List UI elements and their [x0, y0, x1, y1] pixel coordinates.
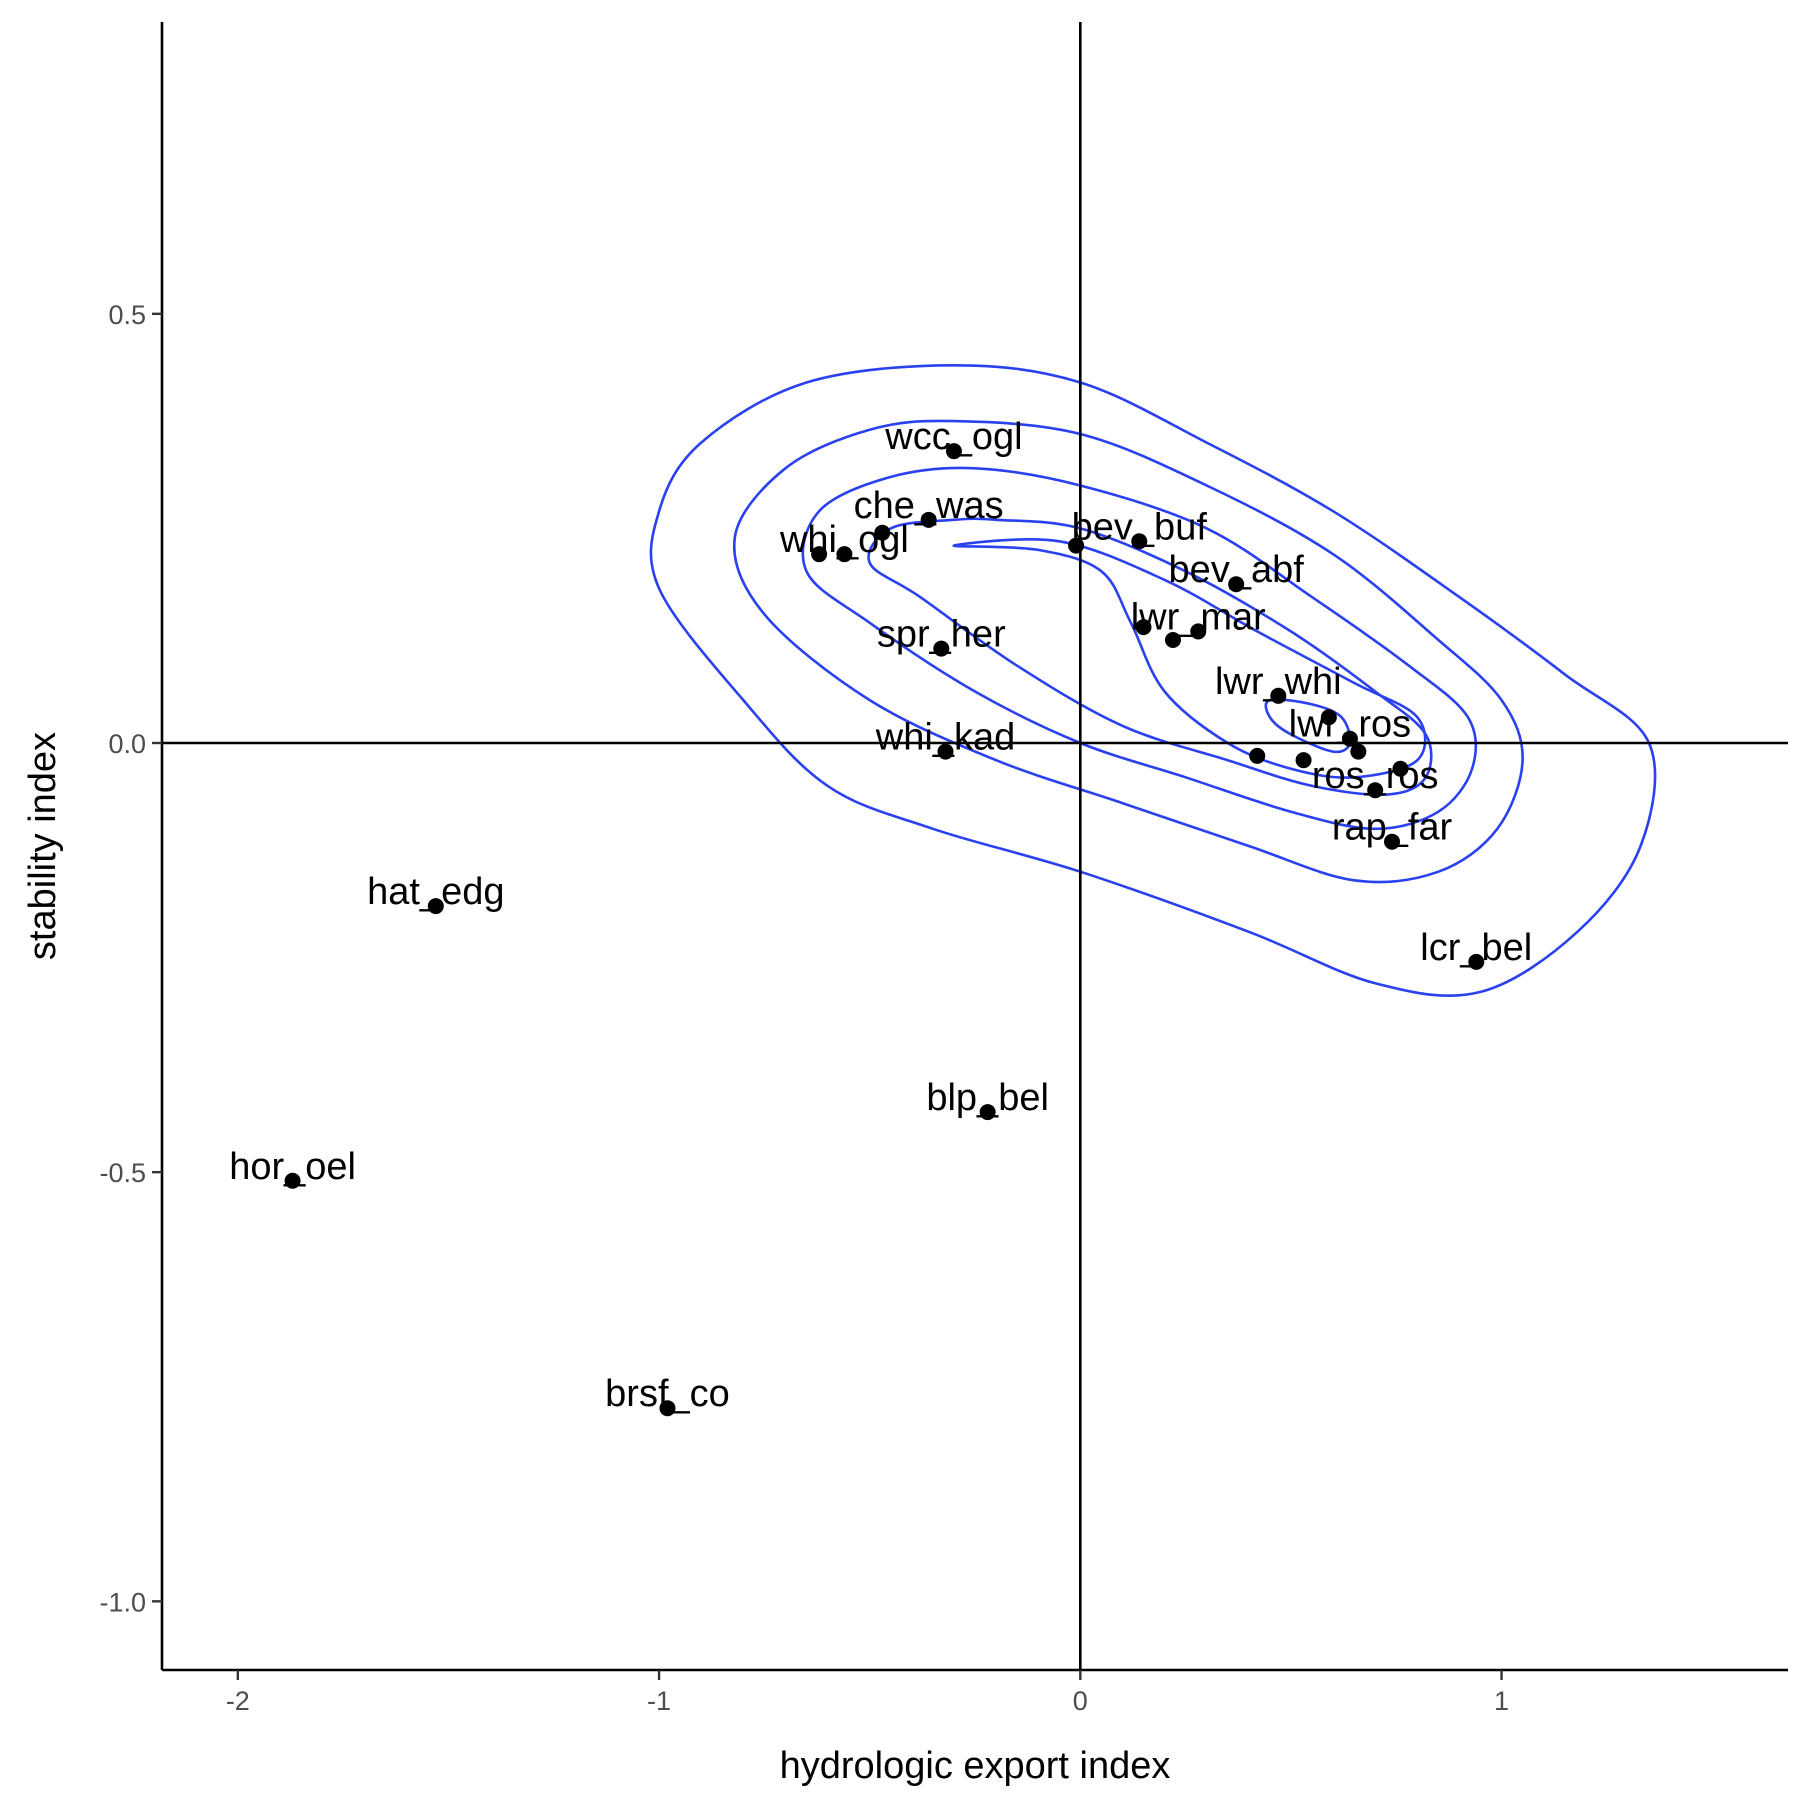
data-point [920, 511, 937, 528]
contour-line-2 [732, 419, 1524, 884]
data-point [1392, 760, 1409, 777]
data-point [284, 1172, 301, 1189]
data-points [284, 443, 1485, 1417]
point-label: lwr_mar [1131, 596, 1266, 638]
data-point [1384, 833, 1401, 850]
point-label: wcc_ogl [884, 416, 1022, 458]
data-point [1190, 623, 1207, 640]
data-point [836, 546, 853, 563]
x-tick-label: 1 [1494, 1686, 1509, 1716]
data-point [811, 546, 828, 563]
data-point [933, 640, 950, 657]
point-label: bev_buf [1072, 506, 1208, 548]
data-point [659, 1400, 676, 1417]
density-contours [649, 363, 1657, 997]
x-axis-ticks: -2 -1 0 1 [226, 1670, 1509, 1716]
y-axis-title: stability index [22, 732, 64, 960]
data-point [1164, 632, 1181, 648]
point-label: blp_bel [926, 1077, 1049, 1119]
point-label: whi_kad [875, 717, 1015, 759]
data-point [937, 743, 954, 760]
point-label: rap_far [1332, 807, 1453, 849]
data-point [874, 524, 891, 541]
data-point [1249, 747, 1266, 764]
data-point [1468, 953, 1485, 970]
x-tick-label: 0 [1073, 1686, 1088, 1716]
x-tick-label: -2 [226, 1686, 250, 1716]
point-label: hor_oel [229, 1146, 356, 1188]
point-label: hat_edg [367, 871, 504, 913]
point-label: brsf_co [605, 1373, 730, 1415]
contour-line-5 [952, 538, 1427, 779]
data-point [427, 898, 444, 915]
data-point [945, 443, 962, 460]
data-point [1131, 533, 1148, 550]
data-point [1068, 537, 1085, 554]
contour-line-3 [801, 466, 1478, 831]
data-point [1270, 687, 1287, 704]
data-point [1295, 752, 1312, 769]
point-label: spr_her [877, 614, 1006, 656]
x-tick-label: -1 [647, 1686, 671, 1716]
y-tick-label: -1.0 [99, 1587, 146, 1617]
data-point [1320, 709, 1337, 726]
data-point [1350, 743, 1367, 760]
data-point [1367, 782, 1384, 799]
data-point [1341, 730, 1358, 747]
point-label: bev_abf [1169, 549, 1305, 591]
point-label: lwr_ros [1289, 704, 1411, 746]
y-tick-label: 0.0 [108, 729, 146, 759]
point-label: lcr_bel [1420, 927, 1532, 969]
contour-line-1 [649, 363, 1657, 997]
contour-line-6 [1264, 698, 1352, 754]
data-point [1228, 576, 1245, 593]
contour-line-4 [867, 517, 1433, 797]
point-label: che_was [854, 485, 1004, 527]
data-point [1135, 619, 1152, 636]
point-label: ros_ros [1312, 755, 1439, 797]
y-tick-label: 0.5 [108, 300, 146, 330]
data-point [979, 1104, 996, 1121]
y-tick-label: -0.5 [99, 1158, 146, 1188]
y-axis-ticks: 0.5 0.0 -0.5 -1.0 [99, 300, 162, 1617]
x-axis-title: hydrologic export index [780, 1745, 1171, 1787]
point-label: whi_ogl [779, 519, 909, 561]
point-label: lwr_whi [1215, 661, 1342, 703]
